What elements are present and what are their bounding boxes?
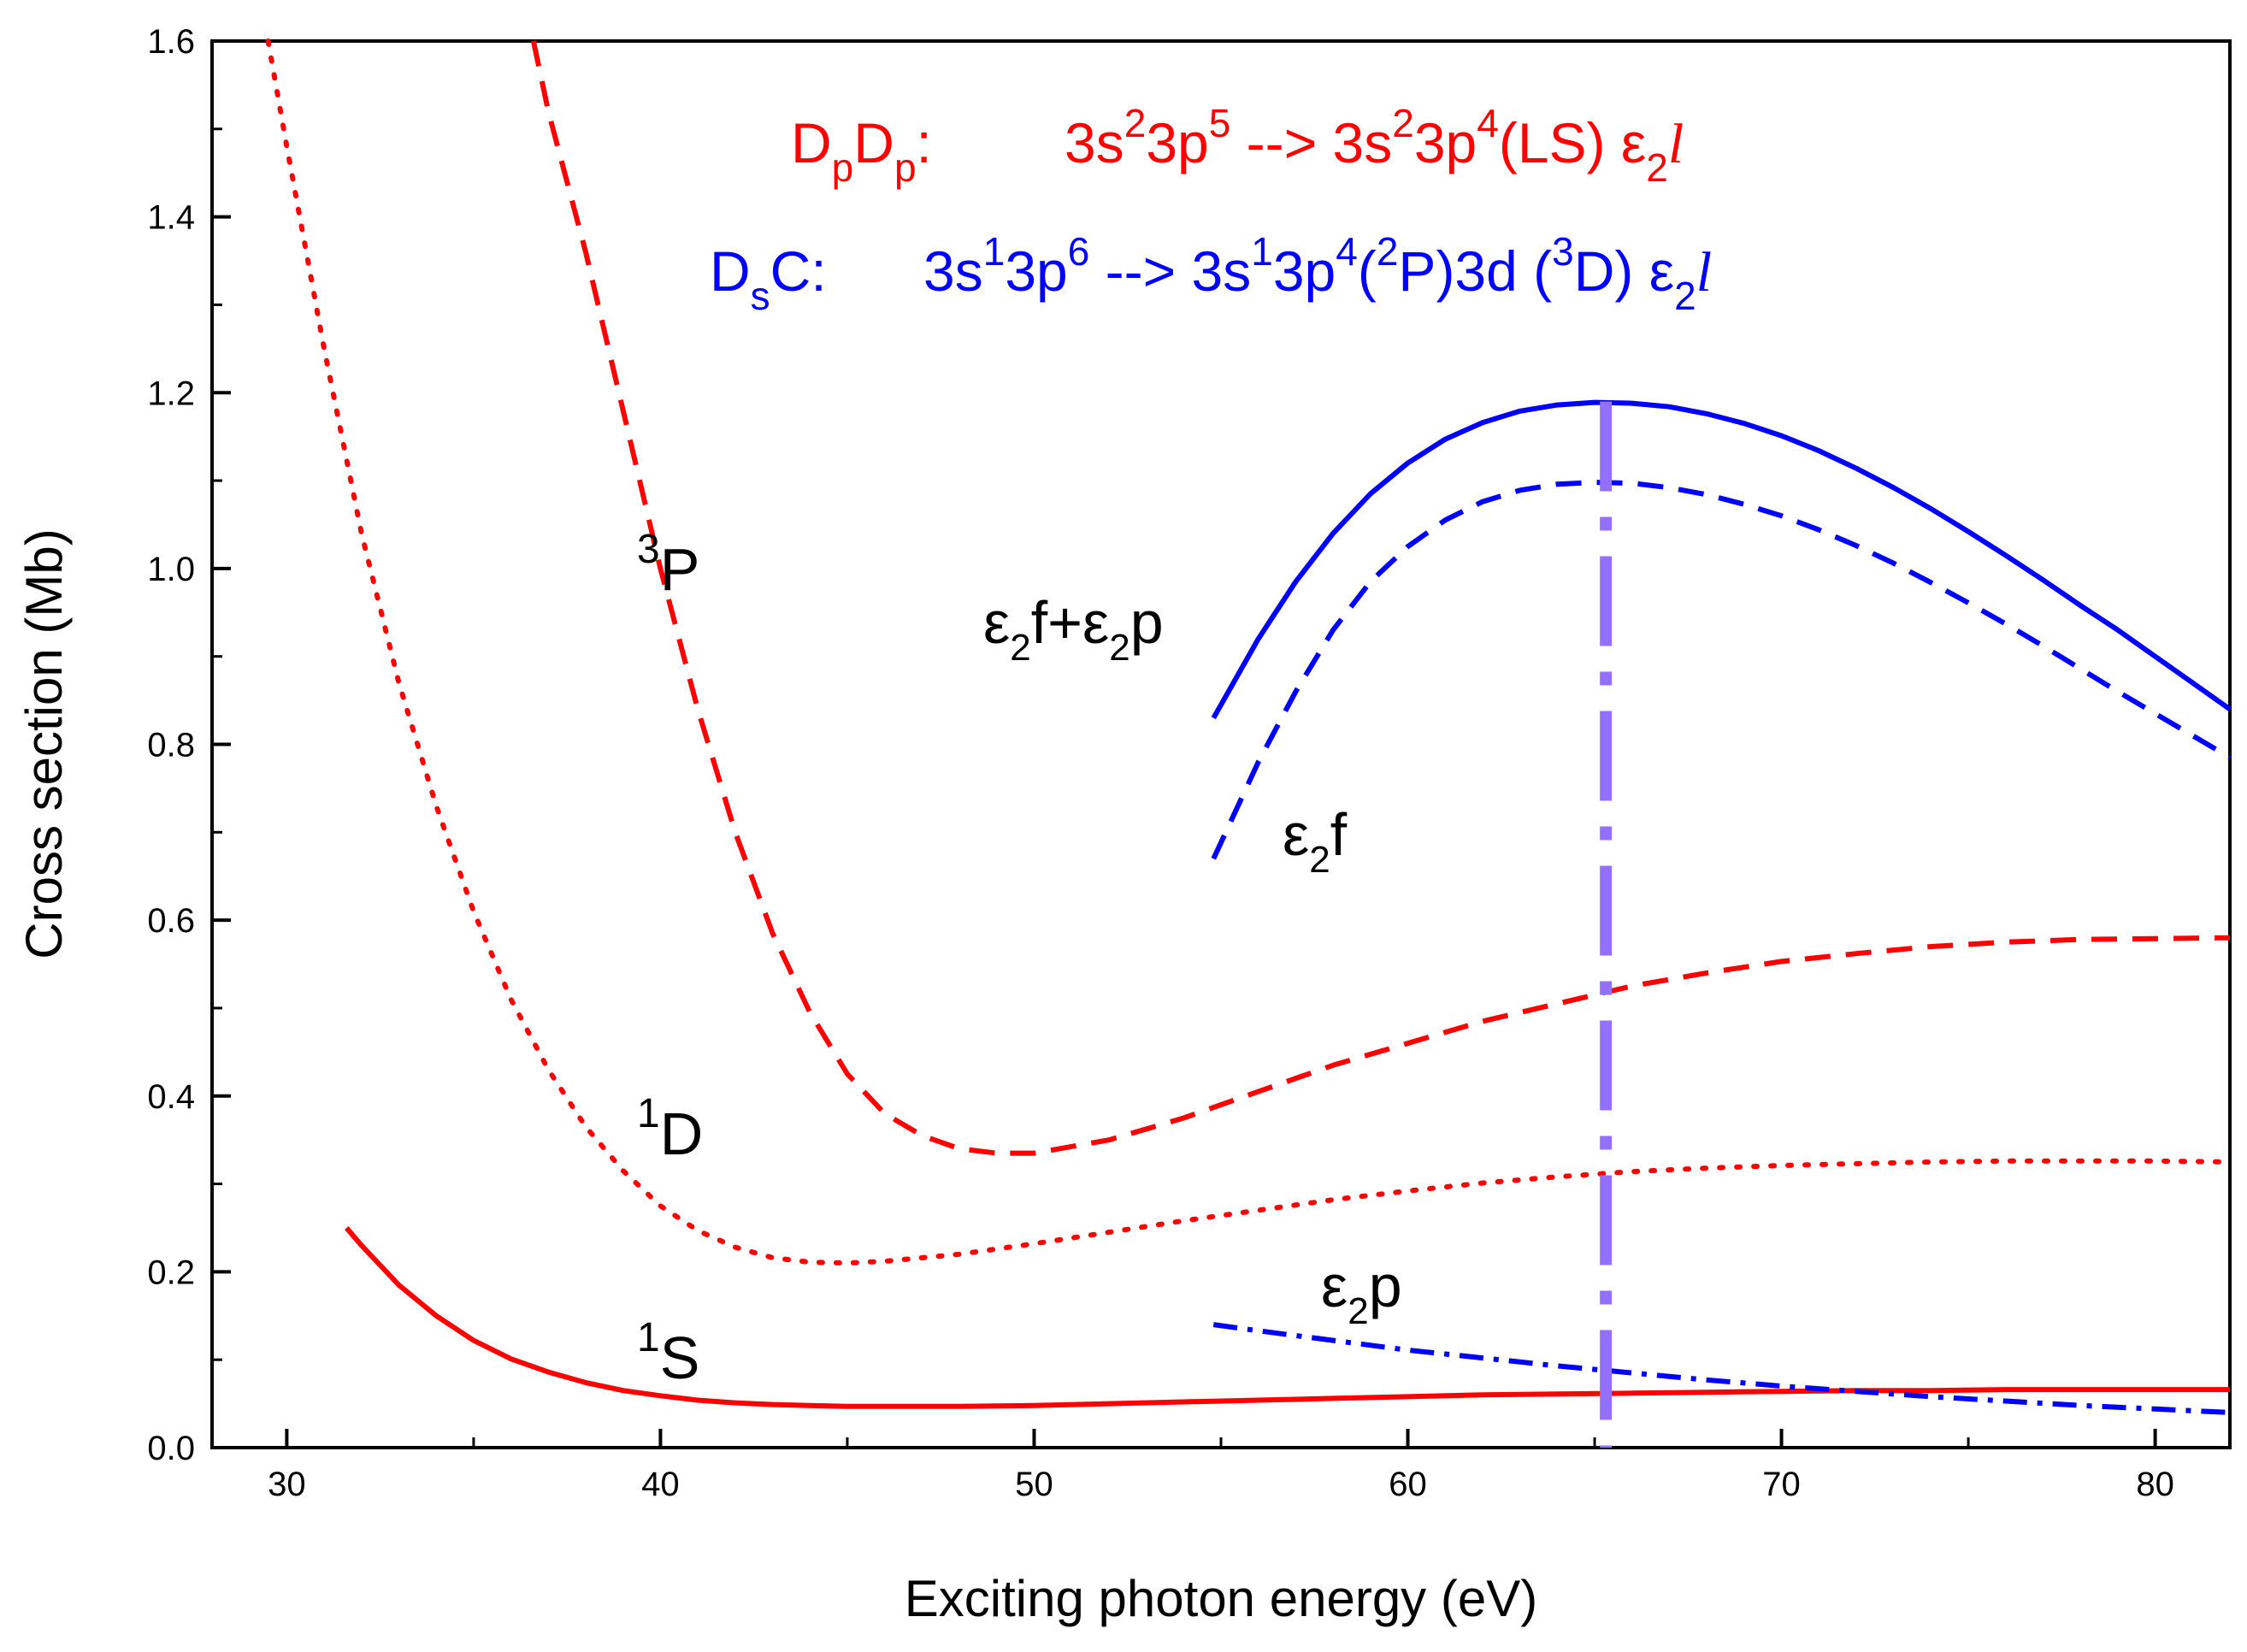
y-tick-label: 1.0 [147, 551, 195, 588]
series-line-3p [530, 40, 2231, 1156]
annotation-dsc: DsC: 3s13p6 --> 3s13p4(2P)3d (3D) ε2l [710, 229, 1712, 318]
data-series [265, 38, 2232, 1415]
axis-ticks: 30 40 50 60 70 80 0.0 0.2 0.4 0.6 0.8 1.0 1.2 1.4 1.6 [147, 23, 2173, 1503]
y-tick-label: 0.2 [147, 1254, 195, 1291]
series-line-1d [265, 38, 2232, 1266]
x-axis-title: Exciting photon energy (eV) [905, 1570, 1537, 1627]
series-line--2p [1212, 1322, 2231, 1415]
x-tick-label: 50 [1015, 1466, 1053, 1503]
x-tick-label: 40 [641, 1466, 680, 1503]
x-tick-label: 80 [2136, 1466, 2174, 1503]
y-tick-label: 0.6 [147, 902, 195, 940]
x-tick-label: 70 [1762, 1466, 1801, 1503]
curve-label-e2p: ε2p [1321, 1253, 1402, 1332]
series-line--2f [1211, 480, 2232, 860]
curve-label-e2f: ε2f [1283, 801, 1348, 881]
curve-label-e2f-e2p: ε2f+ε2p [983, 589, 1164, 669]
x-tick-label: 60 [1389, 1466, 1427, 1503]
y-tick-label: 0.0 [147, 1430, 195, 1467]
y-tick-label: 0.4 [147, 1078, 195, 1116]
curve-label-3p: 3P [637, 527, 699, 603]
x-tick-label: 30 [268, 1466, 306, 1503]
y-tick-label: 1.4 [147, 199, 195, 237]
y-axis-title: Cross section (Mb) [15, 528, 73, 959]
series-line--2f-2p [1211, 399, 2232, 720]
curve-label-1s: 1S [637, 1315, 699, 1391]
series-line-1s [345, 1226, 2230, 1409]
y-tick-label: 0.8 [147, 727, 195, 764]
y-tick-label: 1.2 [147, 375, 195, 412]
y-tick-label: 1.6 [147, 23, 195, 61]
curve-label-1d: 1D [637, 1091, 703, 1167]
annotation-dpdp: DpDp: 3s23p5 --> 3s23p4(LS) ε2l [791, 101, 1684, 190]
